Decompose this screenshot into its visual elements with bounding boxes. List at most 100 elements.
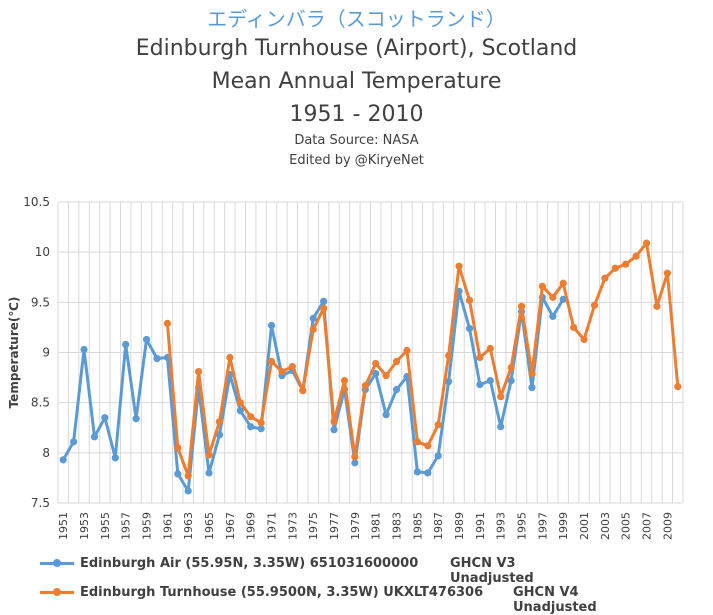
data-point-series-1 (59, 456, 67, 464)
data-point-series-2 (570, 323, 578, 332)
x-tick-label: 1987 (432, 512, 445, 540)
data-point-series-2 (299, 387, 307, 395)
data-point-series-2 (372, 359, 380, 368)
data-point-series-2 (549, 293, 557, 301)
chart-title-period: 1951 - 2010 (289, 102, 424, 127)
data-point-series-1 (392, 386, 401, 394)
x-tick-label: 1959 (141, 512, 154, 540)
data-point-series-2 (455, 262, 463, 270)
data-point-series-1 (434, 452, 442, 460)
data-point-series-1 (236, 407, 244, 415)
data-point-series-2 (674, 383, 682, 391)
x-tick-label: 1997 (536, 512, 549, 540)
chart-title-metric: Mean Annual Temperature (211, 69, 502, 94)
x-tick-label: 1975 (307, 512, 320, 540)
data-point-series-2 (497, 393, 505, 401)
data-point-series-1 (142, 335, 151, 344)
data-point-series-2 (340, 376, 349, 385)
data-point-series-1 (549, 312, 557, 320)
data-point-series-2 (288, 362, 296, 371)
data-point-series-2 (392, 357, 401, 366)
data-point-series-2 (403, 346, 411, 355)
x-tick-label: 1957 (120, 512, 133, 540)
data-point-series-1 (528, 384, 536, 392)
chart-title-block: エディンバラ（スコットランド） Edinburgh Turnhouse (Air… (0, 6, 713, 171)
chart-data-source: Data Source: NASA (294, 133, 419, 148)
data-point-series-2 (517, 302, 526, 310)
data-point-series-2 (601, 274, 609, 282)
data-point-series-2 (163, 319, 171, 328)
chart-title-station: Edinburgh Turnhouse (Airport), Scotland (135, 36, 578, 61)
x-tick-label: 2003 (599, 512, 612, 540)
data-point-series-1 (132, 415, 140, 423)
y-tick-label: 8 (42, 446, 50, 460)
x-tick-label: 1979 (349, 512, 362, 540)
data-point-series-2 (257, 419, 265, 427)
data-point-series-2 (642, 239, 651, 247)
x-tick-label: 2005 (620, 512, 633, 540)
legend-label-series-2: Edinburgh Turnhouse (55.9500N, 3.35W) UK… (80, 585, 484, 600)
data-point-series-1 (174, 470, 182, 478)
legend-entry-series-1: Edinburgh Air (55.95N, 3.35W) 6510316000… (40, 556, 534, 586)
data-point-series-1 (267, 321, 276, 330)
data-point-series-1 (205, 469, 213, 477)
data-point-series-1 (413, 468, 421, 476)
data-point-series-1 (559, 295, 567, 303)
y-tick-label: 8.5 (31, 396, 50, 410)
x-tick-label: 1965 (203, 512, 216, 540)
x-tick-label: 1995 (516, 512, 529, 540)
data-point-series-2 (309, 325, 317, 334)
data-point-series-1 (465, 324, 474, 333)
y-tick-label: 10.5 (23, 195, 50, 209)
data-point-series-2 (611, 264, 619, 272)
data-point-series-1 (153, 354, 161, 363)
data-point-series-2 (465, 296, 474, 304)
x-tick-label: 1993 (495, 512, 508, 540)
data-point-series-2 (226, 353, 234, 362)
data-point-series-2 (413, 438, 421, 446)
x-tick-label: 1971 (266, 512, 279, 540)
data-point-series-1 (122, 340, 130, 349)
data-point-series-2 (653, 302, 661, 310)
data-point-series-1 (184, 487, 192, 495)
legend-entry-series-2: Edinburgh Turnhouse (55.9500N, 3.35W) UK… (40, 585, 597, 615)
data-point-series-2 (174, 444, 182, 452)
data-point-series-2 (278, 367, 286, 376)
data-point-series-1 (257, 425, 265, 433)
data-point-series-2 (351, 453, 359, 461)
data-point-series-2 (559, 279, 567, 287)
x-tick-label: 1985 (411, 512, 424, 540)
data-point-series-1 (320, 297, 328, 305)
data-point-series-2 (382, 371, 390, 380)
data-point-series-1 (330, 426, 338, 434)
data-point-series-1 (351, 459, 359, 467)
y-tick-label: 7.5 (31, 496, 50, 510)
data-point-series-2 (184, 472, 192, 480)
data-point-series-1 (247, 423, 255, 431)
chart-edited-by: Edited by @KiryeNet (289, 153, 424, 168)
x-tick-label: 1963 (182, 512, 195, 540)
legend-label-series-1: Edinburgh Air (55.95N, 3.35W) 6510316000… (80, 556, 419, 571)
data-point-series-2 (663, 269, 671, 277)
data-point-series-2 (590, 301, 599, 309)
data-point-series-2 (476, 353, 484, 362)
data-point-series-1 (507, 376, 515, 385)
data-point-series-1 (445, 377, 453, 386)
x-tick-label: 2009 (661, 512, 674, 540)
data-point-series-2 (215, 418, 224, 426)
data-point-series-2 (528, 369, 536, 378)
y-tick-label: 9 (42, 346, 50, 360)
y-tick-label: 9.5 (31, 295, 50, 309)
data-point-series-2 (267, 357, 276, 366)
data-point-series-1 (309, 314, 317, 322)
data-point-series-2 (632, 252, 640, 260)
data-point-series-2 (580, 335, 588, 344)
data-point-series-1 (70, 438, 78, 446)
x-tick-label: 2001 (578, 512, 591, 540)
data-point-series-1 (497, 423, 505, 431)
y-tick-label: 10 (35, 245, 50, 259)
data-point-series-2 (424, 442, 432, 450)
data-point-series-2 (622, 260, 630, 268)
x-tick-label: 1969 (245, 512, 258, 540)
